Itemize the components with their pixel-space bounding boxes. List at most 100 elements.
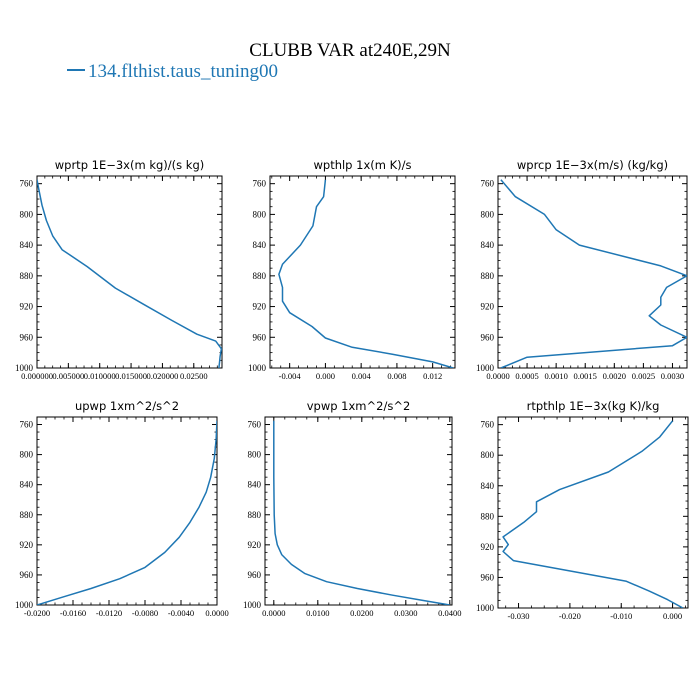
x-tick-label: -0.0200 [24, 608, 50, 618]
y-tick-label: 880 [253, 271, 267, 281]
y-tick-label: 880 [20, 510, 34, 520]
panel-title: vpwp 1xm^2/s^2 [307, 399, 411, 413]
y-tick-label: 920 [20, 302, 34, 312]
y-tick-label: 1000 [15, 600, 34, 610]
y-tick-label: 760 [248, 420, 262, 430]
x-tick-label: 0.010000 [84, 371, 116, 381]
y-tick-label: 760 [481, 179, 495, 189]
chart-panel-3: wprcp 1E−3x(m/s) (kg/kg) 760 800 840 880 920 9… [476, 158, 688, 381]
y-tick-label: 920 [248, 540, 262, 550]
chart-panel-2: wpthlp 1x(m K)/s 760 800 840 880 920 960 1000 -0… [248, 158, 456, 381]
plot-frame [264, 416, 453, 606]
y-tick-label: 880 [20, 271, 34, 281]
y-tick-label: 960 [20, 332, 34, 342]
chart-panel-4: upwp 1xm^2/s^27608008408809209601000-0.0… [15, 399, 229, 618]
x-tick-label: 0.0025 [632, 371, 655, 381]
x-tick-label: -0.0120 [96, 608, 122, 618]
y-tick-label: 800 [248, 450, 262, 460]
x-tick-label: -0.0040 [168, 608, 194, 618]
y-tick-label: 840 [248, 480, 262, 490]
y-tick-label: 1000 [476, 363, 495, 373]
plot-frame [269, 175, 456, 369]
y-tick-label: 960 [248, 570, 262, 580]
x-tick-label: 0.0000 [486, 371, 509, 381]
y-tick-label: 1000 [476, 603, 495, 613]
x-tick-label: 0.000 [663, 611, 682, 621]
y-tick-label: 960 [481, 572, 495, 582]
y-tick-label: 880 [248, 510, 262, 520]
x-tick-label: 0.012 [423, 371, 442, 381]
y-tick-label: 920 [253, 302, 267, 312]
x-tick-label: -0.030 [508, 611, 530, 621]
panel-title: upwp 1xm^2/s^2 [75, 399, 179, 413]
y-tick-label: 920 [481, 302, 495, 312]
x-tick-label: 0.0010 [544, 371, 567, 381]
x-tick-label: 0.0100 [306, 608, 329, 618]
x-tick-label: 0.0020 [603, 371, 626, 381]
y-tick-label: 880 [481, 271, 495, 281]
figure-title: CLUBB VAR at240E,29N [249, 40, 451, 61]
y-tick-label: 1000 [243, 600, 262, 610]
x-tick-label: -0.010 [610, 611, 632, 621]
y-tick-label: 920 [20, 540, 34, 550]
x-tick-label: 0.020000 [146, 371, 178, 381]
x-tick-label: 0.0005 [515, 371, 538, 381]
y-tick-label: 800 [481, 209, 495, 219]
y-tick-label: 760 [20, 420, 34, 430]
x-tick-label: -0.0080 [132, 608, 158, 618]
series-line [500, 179, 687, 368]
panel-title: wprcp 1E−3x(m/s) (kg/kg) [517, 158, 668, 172]
x-tick-label: -0.0160 [60, 608, 86, 618]
y-tick-label: 800 [481, 450, 495, 460]
x-tick-label: 0.008 [387, 371, 406, 381]
y-tick-label: 840 [481, 240, 495, 250]
x-tick-label: 0.004 [352, 371, 372, 381]
plot-frame [497, 416, 689, 609]
y-tick-label: 920 [481, 542, 495, 552]
legend-label: 134.flthist.taus_tuning00 [88, 61, 278, 82]
x-tick-label: 0.0015 [574, 371, 597, 381]
y-tick-label: 960 [481, 332, 495, 342]
x-tick-label: 0.0000 [262, 608, 285, 618]
y-tick-label: 800 [253, 209, 267, 219]
y-tick-label: 960 [253, 332, 267, 342]
chart-panel-6: rtpthlp 1E−3x(kg K)/kg 760 800 840 880 920 960… [476, 399, 689, 621]
x-tick-label: 0.015000 [115, 371, 147, 381]
y-tick-label: 960 [20, 570, 34, 580]
x-tick-label: 0.0300 [394, 608, 417, 618]
y-tick-label: 1000 [248, 363, 267, 373]
series-line [278, 179, 454, 368]
y-tick-label: 760 [253, 179, 267, 189]
y-tick-label: 840 [20, 480, 34, 490]
x-tick-label: 0.0400 [438, 608, 461, 618]
x-tick-label: 0.0200 [350, 608, 373, 618]
plot-frame [497, 175, 688, 369]
y-tick-label: 800 [20, 209, 34, 219]
y-tick-label: 760 [481, 420, 495, 430]
x-tick-label: 0.000000 [21, 371, 53, 381]
y-tick-label: 880 [481, 511, 495, 521]
panel-title: wprtp 1E−3x(m kg)/(s kg) [55, 158, 204, 172]
plot-frame [36, 175, 223, 369]
y-tick-label: 840 [253, 240, 267, 250]
chart-panel-5: vpwp 1xm^2/s^2 760 800 840 880 920 960 10000.00… [243, 399, 461, 618]
x-tick-label: 0.005000 [52, 371, 84, 381]
y-tick-label: 760 [20, 179, 34, 189]
panel-title: wpthlp 1x(m K)/s [313, 158, 411, 172]
x-tick-label: 0.0030 [661, 371, 684, 381]
series-line [502, 420, 684, 608]
panel-title: rtpthlp 1E−3x(kg K)/kg [527, 399, 660, 413]
y-tick-label: 840 [481, 481, 495, 491]
x-tick-label: 0.000 [316, 371, 335, 381]
x-tick-label: -0.004 [279, 371, 302, 381]
x-tick-label: 0.02500 [180, 371, 208, 381]
y-tick-label: 1000 [15, 363, 34, 373]
series-line [37, 179, 222, 368]
series-line [273, 420, 450, 605]
panel-grid: wprtp 1E−3x(m kg)/(s kg) 760 800 840 880 920 9… [15, 158, 689, 621]
y-tick-label: 800 [20, 450, 34, 460]
y-tick-label: 840 [20, 240, 34, 250]
series-line [37, 420, 217, 605]
x-tick-label: 0.0000 [205, 608, 228, 618]
